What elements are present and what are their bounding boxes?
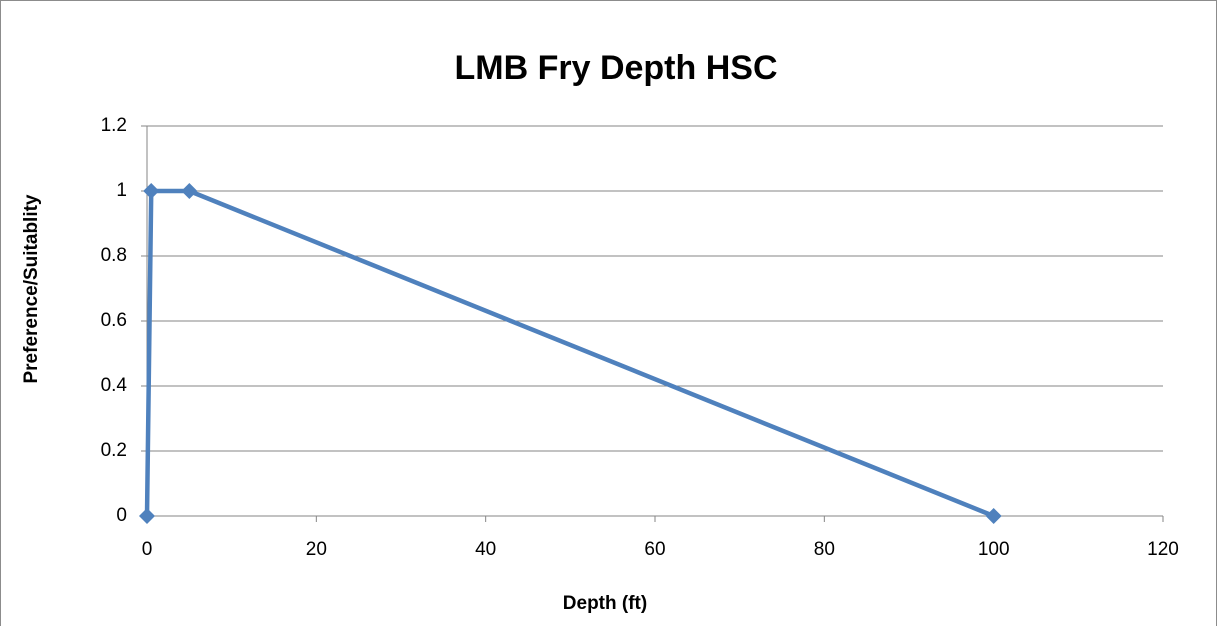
y-tick-label: 0 <box>116 505 127 526</box>
data-marker <box>985 508 1002 524</box>
x-axis-label: Depth (ft) <box>563 593 647 614</box>
y-tick-label: 0.4 <box>101 375 128 396</box>
x-tick-label: 40 <box>475 539 496 560</box>
y-tick-label: 0.6 <box>101 310 127 331</box>
y-tick-label: 1 <box>116 180 127 201</box>
data-marker <box>143 183 160 199</box>
y-tick-label: 0.8 <box>101 245 127 266</box>
x-tick-label: 20 <box>306 539 327 560</box>
data-marker <box>139 508 155 524</box>
x-tick-label: 100 <box>978 539 1010 560</box>
x-tick-label: 0 <box>142 539 153 560</box>
data-line <box>144 188 995 519</box>
y-tick-label: 0.2 <box>101 440 127 461</box>
y-axis-label: Preference/Suitablity <box>21 194 42 383</box>
x-tick-label: 120 <box>1147 539 1179 560</box>
x-tick-label: 60 <box>644 539 665 560</box>
data-marker <box>181 183 198 199</box>
x-tick-label: 80 <box>814 539 835 560</box>
chart-title: LMB Fry Depth HSC <box>455 49 778 87</box>
y-tick-label: 1.2 <box>101 115 127 136</box>
